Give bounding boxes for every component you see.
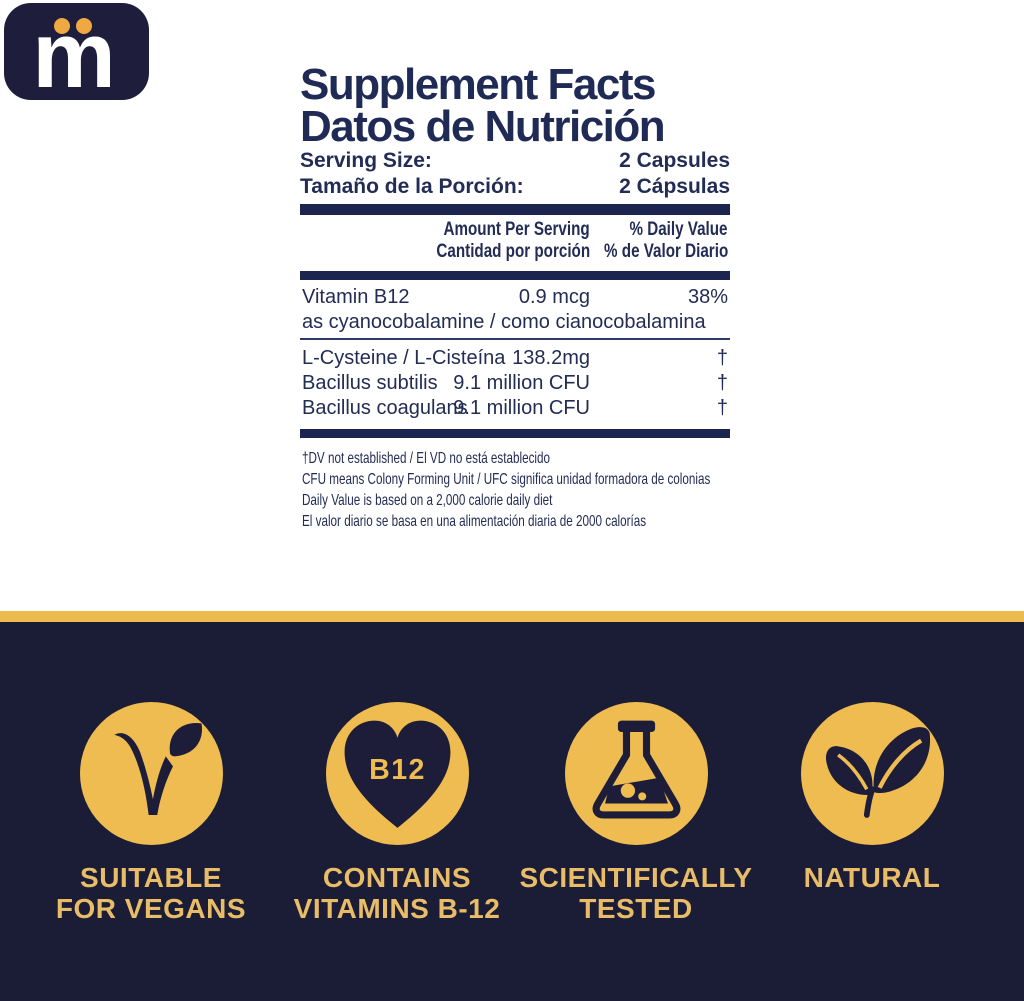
footnote: †DV not established / El VD no está esta…	[302, 450, 551, 467]
nutrient-name: L-Cysteine / L-Cisteína	[302, 347, 506, 369]
feature-caption: NATURAL	[803, 862, 941, 893]
b12-badge: B12	[369, 754, 426, 786]
vegan-v-leaf-icon	[79, 702, 223, 845]
serving-size-label-es: Tamaño de la Porción:	[300, 175, 524, 198]
supplement-facts-panel: Supplement Facts Datos de Nutrición Serv…	[300, 60, 730, 532]
feature-b12: B12 CONTAINS VITAMINS B-12	[257, 702, 537, 924]
natural-leaves-icon	[800, 702, 944, 845]
logo-letter: m	[32, 3, 116, 100]
serving-size-value: 2 Capsules	[619, 149, 730, 172]
nutrient-amount: 0.9 mcg	[518, 286, 590, 308]
nutrient-amount: 138.2mg	[512, 347, 590, 369]
header-dv-en: % Daily Value	[629, 219, 728, 240]
footnote: CFU means Colony Forming Unit / UFC sign…	[302, 471, 711, 488]
table-row: Vitamin B12 0.9 mcg 38%	[300, 285, 730, 310]
vitamin-b12-group: Vitamin B12 0.9 mcg 38% as cyanocobalami…	[300, 280, 730, 335]
nutrient-dv: †	[716, 397, 728, 419]
nutrient-name: Bacillus coagulans	[302, 397, 468, 419]
lab-flask-icon	[564, 702, 708, 845]
gold-stripe	[0, 611, 1024, 622]
nutrient-dv: †	[716, 347, 728, 369]
feature-caption: SCIENTIFICALLY TESTED	[519, 862, 753, 924]
feature-natural: NATURAL	[732, 702, 1012, 893]
table-row: Bacillus subtilis 9.1 million CFU †	[300, 371, 730, 396]
logo-dot-icon	[54, 18, 70, 34]
divider-thick	[300, 429, 730, 438]
feature-caption: CONTAINS VITAMINS B-12	[293, 862, 501, 924]
other-ingredients-rows: L-Cysteine / L-Cisteína 138.2mg † Bacill…	[300, 340, 730, 429]
feature-caption: SUITABLE FOR VEGANS	[55, 862, 247, 924]
header-dv-es: % de Valor Diario	[603, 241, 728, 262]
nutrient-amount: 9.1 million CFU	[453, 372, 590, 394]
header-amount-en: Amount Per Serving	[443, 219, 590, 240]
label-title-en: Supplement Facts	[300, 60, 656, 109]
serving-size-label: Serving Size:	[300, 149, 432, 172]
header-amount-es: Cantidad por porción	[436, 241, 590, 262]
divider-thin	[300, 338, 730, 340]
logo-dot-icon	[76, 18, 92, 34]
logo-background	[4, 3, 149, 100]
label-title-es: Datos de Nutrición	[300, 102, 666, 151]
footnote: Daily Value is based on a 2,000 calorie …	[302, 492, 553, 509]
serving-size-row-es: Tamaño de la Porción: 2 Cápsulas	[300, 174, 730, 200]
nutrient-dv: 38%	[687, 286, 728, 308]
table-header: Amount Per Serving % Daily Value Cantida…	[300, 215, 730, 271]
footnotes: †DV not established / El VD no está esta…	[300, 448, 730, 532]
divider-thick	[300, 271, 730, 280]
table-row: Bacillus coagulans 9.1 million CFU †	[300, 396, 730, 421]
nutrient-name: Vitamin B12	[302, 286, 410, 308]
brand-logo: m	[4, 2, 149, 107]
brand-logo-icon: m	[4, 2, 149, 107]
nutrient-amount: 9.1 million CFU	[453, 397, 590, 419]
divider-thick	[300, 204, 730, 215]
nutrient-name: Bacillus subtilis	[302, 372, 438, 394]
nutrient-dv: †	[716, 372, 728, 394]
nutrient-subnote: as cyanocobalamine / como cianocobalamin…	[302, 311, 706, 333]
footnote: El valor diario se basa en una alimentac…	[302, 513, 647, 530]
table-row: L-Cysteine / L-Cisteína 138.2mg †	[300, 346, 730, 371]
features-band: SUITABLE FOR VEGANS B12 CONTAINS VITAMIN…	[0, 622, 1024, 1001]
feature-vegan: SUITABLE FOR VEGANS	[11, 702, 291, 924]
serving-size-value-es: 2 Cápsulas	[619, 175, 730, 198]
feature-tested: SCIENTIFICALLY TESTED	[496, 702, 776, 924]
b12-heart-icon: B12	[325, 702, 469, 845]
serving-size-row: Serving Size: 2 Capsules	[300, 148, 730, 174]
